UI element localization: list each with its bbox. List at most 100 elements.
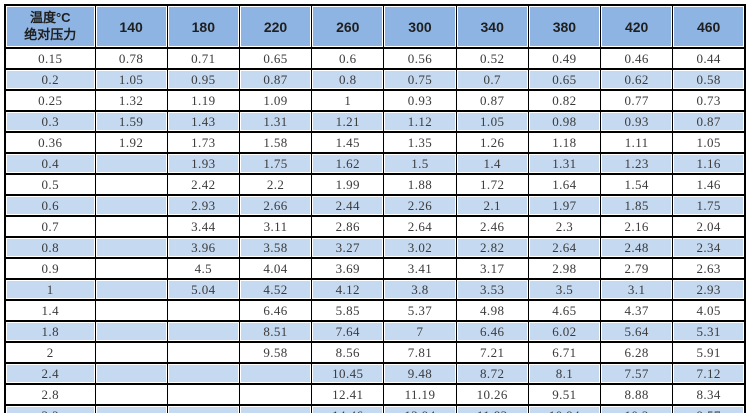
table-row: 0.25 1.32 1.19 1.09 1 0.93 0.87 0.82 0.77 0.73 — [4, 89, 746, 112]
value-cell: 9.57 — [672, 404, 746, 413]
value-cell: 4.52 — [238, 278, 313, 301]
value-cell: 4.37 — [600, 299, 674, 322]
value-cell: 1.88 — [383, 173, 457, 196]
table-row: 1.8 8.51 7.64 7 6.46 6.02 5.64 5.31 — [4, 320, 746, 343]
value-cell: 2.63 — [672, 257, 746, 280]
value-cell: 1.31 — [238, 110, 313, 133]
table-row: 3.2 14.4612.9411.8310.9410.29.57 — [4, 404, 746, 413]
row-label-cell: 0.8 — [4, 236, 96, 259]
value-cell — [94, 278, 168, 301]
value-cell: 1.59 — [94, 110, 168, 133]
row-label-cell: 0.25 — [4, 89, 96, 112]
value-cell: 3.58 — [238, 236, 313, 259]
value-cell: 1.97 — [527, 194, 602, 217]
table-row: 0.5 2.42 2.2 1.99 1.88 1.72 1.64 1.54 1.46 — [4, 173, 746, 196]
value-cell: 2.79 — [600, 257, 674, 280]
value-cell: 1.93 — [166, 152, 240, 175]
value-cell: 9.48 — [383, 362, 457, 385]
value-cell: 7.21 — [455, 341, 529, 364]
table-row: 0.9 4.5 4.04 3.69 3.41 3.17 2.98 2.79 2.63 — [4, 257, 746, 280]
value-cell: 2.26 — [383, 194, 457, 217]
value-cell: 7 — [383, 320, 457, 343]
value-cell: 0.56 — [383, 47, 457, 70]
value-cell: 0.77 — [600, 89, 674, 112]
value-cell — [94, 152, 168, 175]
table-body: 0.15 0.78 0.71 0.65 0.6 0.56 0.52 0.49 0.46 0.44 0… — [4, 47, 746, 413]
value-cell: 2.04 — [672, 215, 746, 238]
value-cell: 5.04 — [166, 278, 240, 301]
value-cell: 8.72 — [455, 362, 529, 385]
value-cell: 0.6 — [311, 47, 385, 70]
table-row: 0.3 1.59 1.43 1.31 1.21 1.12 1.05 0.98 0.93 0.87 — [4, 110, 746, 133]
value-cell: 0.87 — [455, 89, 529, 112]
value-cell: 6.28 — [600, 341, 674, 364]
row-label-cell: 2.4 — [4, 362, 96, 385]
value-cell: 0.46 — [600, 47, 674, 70]
row-label-cell: 0.7 — [4, 215, 96, 238]
value-cell — [94, 257, 168, 280]
row-label-cell: 0.9 — [4, 257, 96, 280]
value-cell: 0.82 — [527, 89, 602, 112]
value-cell — [166, 362, 240, 385]
value-cell: 0.71 — [166, 47, 240, 70]
value-cell: 2.93 — [672, 278, 746, 301]
table-row: 0.8 3.96 3.58 3.27 3.02 2.82 2.64 2.48 2.34 — [4, 236, 746, 259]
value-cell: 1.12 — [383, 110, 457, 133]
value-cell: 4.05 — [672, 299, 746, 322]
header-row: 温度°C 绝对压力 140 180 220 260 300 340 380 420 460 — [4, 4, 746, 49]
value-cell: 1.19 — [166, 89, 240, 112]
value-cell: 3.96 — [166, 236, 240, 259]
row-label-cell: 0.2 — [4, 68, 96, 91]
value-cell — [166, 383, 240, 406]
value-cell: 2.34 — [672, 236, 746, 259]
value-cell: 3.41 — [383, 257, 457, 280]
value-cell: 1.5 — [383, 152, 457, 175]
value-cell — [94, 215, 168, 238]
pressure-temperature-table: 温度°C 绝对压力 140 180 220 260 300 340 380 420 460 0.… — [4, 4, 746, 413]
value-cell: 8.51 — [238, 320, 313, 343]
value-cell: 12.94 — [383, 404, 457, 413]
table-row: 1 5.04 4.52 4.12 3.8 3.53 3.5 3.1 2.93 — [4, 278, 746, 301]
column-header-140: 140 — [94, 4, 168, 49]
value-cell: 1.4 — [455, 152, 529, 175]
value-cell: 1.92 — [94, 131, 168, 154]
value-cell: 1.05 — [94, 68, 168, 91]
value-cell: 1.73 — [166, 131, 240, 154]
table-row: 0.7 3.44 3.11 2.86 2.64 2.46 2.3 2.16 2.04 — [4, 215, 746, 238]
value-cell: 8.1 — [527, 362, 602, 385]
value-cell: 1.11 — [600, 131, 674, 154]
value-cell: 3.69 — [311, 257, 385, 280]
value-cell: 4.5 — [166, 257, 240, 280]
value-cell: 0.65 — [527, 68, 602, 91]
table-row: 0.6 2.93 2.66 2.44 2.26 2.1 1.97 1.85 1.75 — [4, 194, 746, 217]
value-cell: 5.37 — [383, 299, 457, 322]
value-cell: 0.8 — [311, 68, 385, 91]
value-cell: 1.35 — [383, 131, 457, 154]
value-cell: 0.65 — [238, 47, 313, 70]
value-cell: 0.93 — [600, 110, 674, 133]
value-cell: 3.27 — [311, 236, 385, 259]
value-cell: 0.87 — [672, 110, 746, 133]
value-cell: 0.78 — [94, 47, 168, 70]
value-cell: 8.34 — [672, 383, 746, 406]
value-cell: 5.31 — [672, 320, 746, 343]
value-cell: 1 — [311, 89, 385, 112]
column-header-380: 380 — [527, 4, 602, 49]
value-cell: 3.02 — [383, 236, 457, 259]
value-cell: 2.42 — [166, 173, 240, 196]
value-cell: 1.58 — [238, 131, 313, 154]
row-label-cell: 1.4 — [4, 299, 96, 322]
value-cell: 7.81 — [383, 341, 457, 364]
value-cell: 2.1 — [455, 194, 529, 217]
value-cell: 2.66 — [238, 194, 313, 217]
table-row: 0.4 1.93 1.75 1.62 1.5 1.4 1.31 1.23 1.16 — [4, 152, 746, 175]
value-cell — [166, 299, 240, 322]
value-cell: 6.02 — [527, 320, 602, 343]
column-header-220: 220 — [238, 4, 313, 49]
value-cell: 4.98 — [455, 299, 529, 322]
table-row: 0.36 1.92 1.73 1.58 1.45 1.35 1.26 1.18 1.11 1.05 — [4, 131, 746, 154]
value-cell: 0.98 — [527, 110, 602, 133]
value-cell: 4.12 — [311, 278, 385, 301]
row-label-cell: 2.8 — [4, 383, 96, 406]
value-cell: 1.46 — [672, 173, 746, 196]
